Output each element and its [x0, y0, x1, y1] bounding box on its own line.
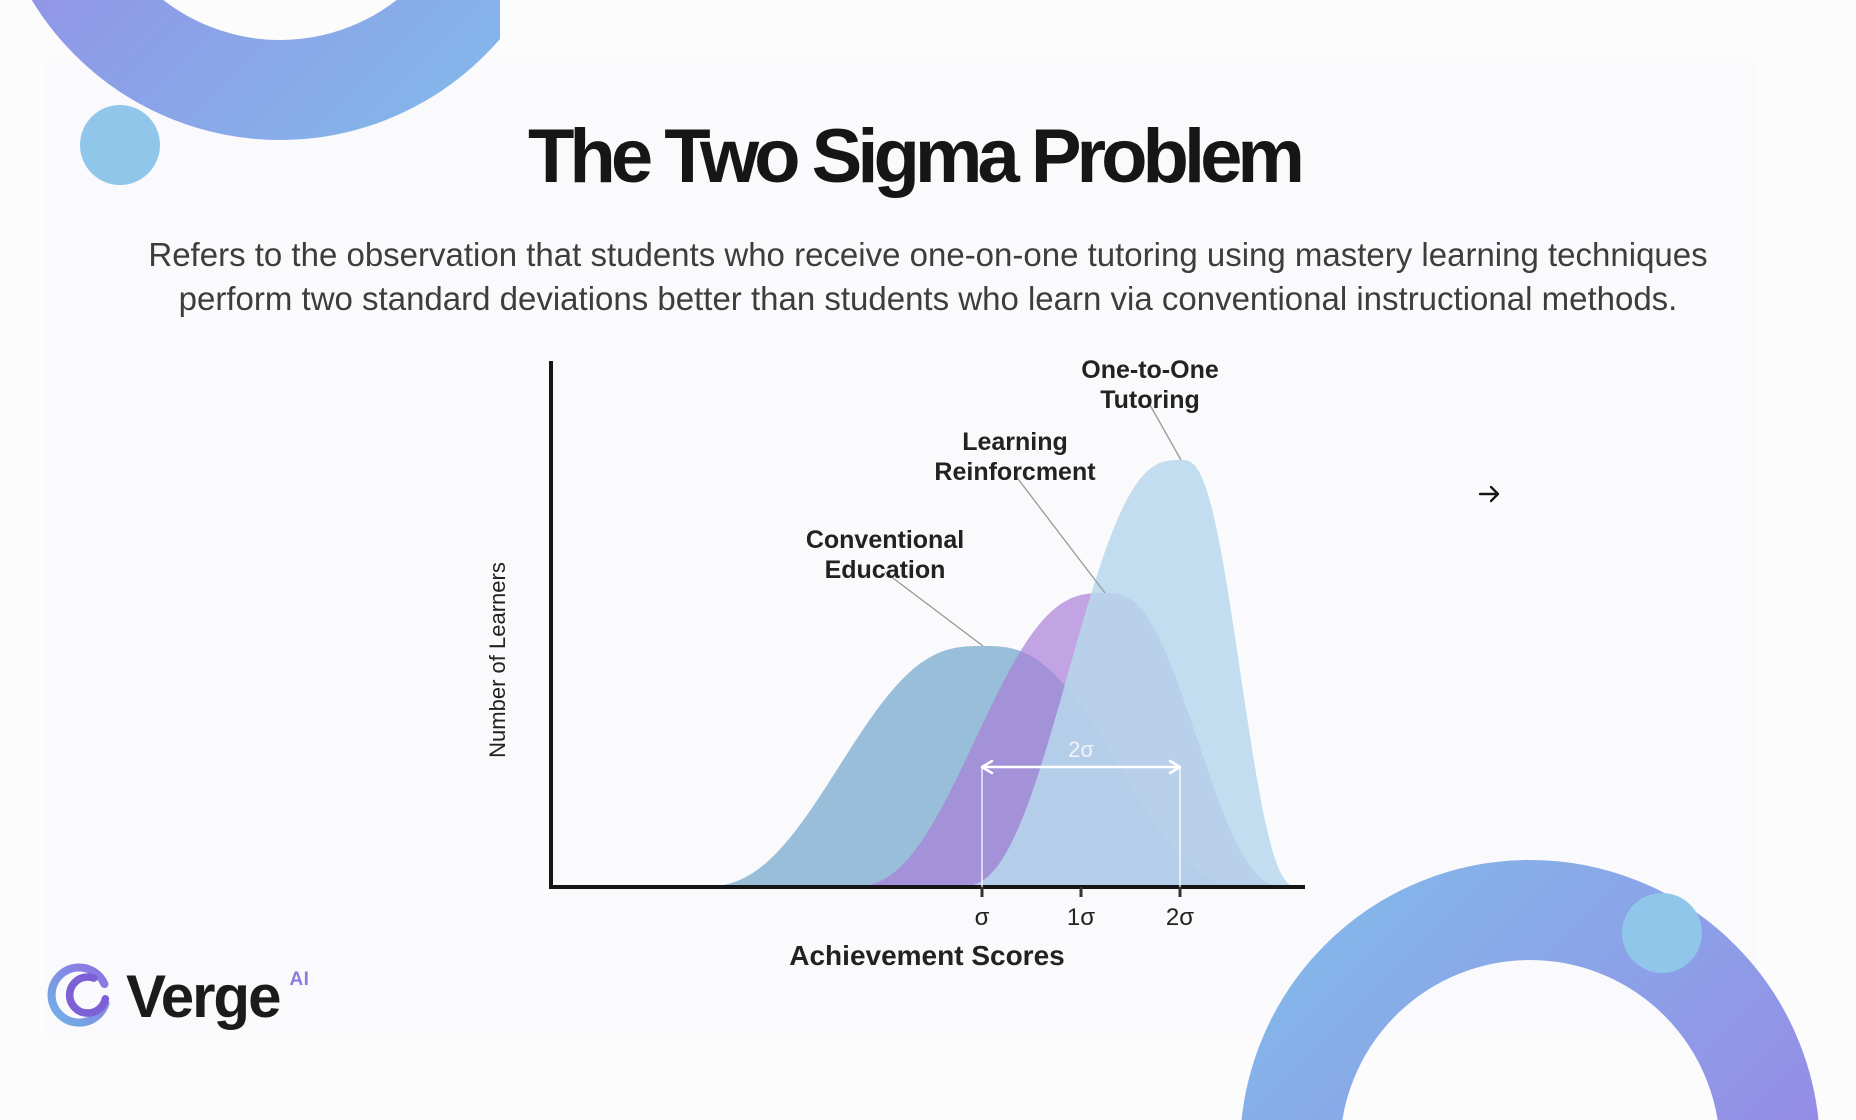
svg-text:One-to-One: One-to-One — [1081, 356, 1219, 384]
svg-text:Education: Education — [825, 556, 946, 584]
svg-text:1σ: 1σ — [1067, 904, 1095, 931]
svg-text:Conventional: Conventional — [806, 526, 964, 554]
svg-text:Number of Learners: Number of Learners — [485, 562, 510, 758]
svg-text:Reinforcment: Reinforcment — [934, 458, 1096, 486]
svg-text:2σ: 2σ — [1068, 737, 1094, 762]
svg-text:σ: σ — [975, 904, 990, 931]
svg-text:Tutoring: Tutoring — [1100, 386, 1200, 414]
svg-text:2σ: 2σ — [1166, 904, 1194, 931]
svg-text:Achievement Scores: Achievement Scores — [789, 940, 1064, 971]
svg-text:Learning: Learning — [962, 428, 1068, 456]
